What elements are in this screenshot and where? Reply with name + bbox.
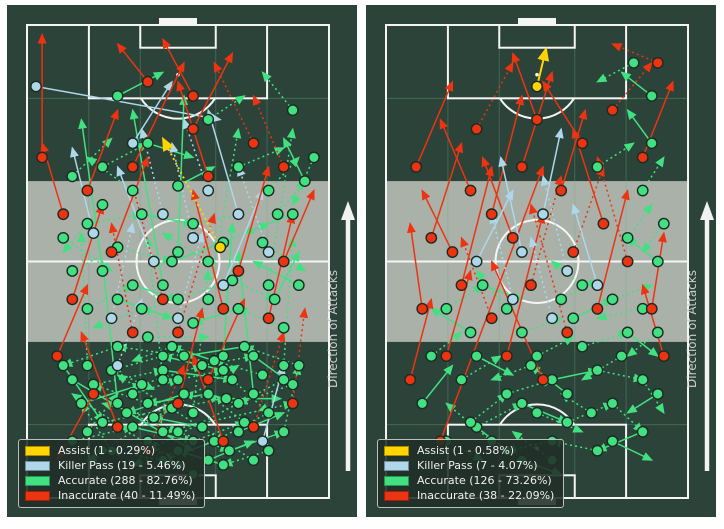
pitch-left-map <box>7 5 357 517</box>
legend-left: Assist (1 - 0.29%) Killer Pass (19 - 5.4… <box>18 439 206 508</box>
killer-pass-swatch-icon <box>384 461 409 471</box>
legend-item-killer-pass: Killer Pass (7 - 4.07%) <box>384 460 554 472</box>
legend-item-accurate: Accurate (288 - 82.76%) <box>25 475 195 487</box>
legend-item-assist: Assist (1 - 0.58%) <box>384 445 554 457</box>
inaccurate-swatch-icon <box>25 491 50 501</box>
assist-swatch-icon <box>384 446 409 456</box>
killer-pass-swatch-icon <box>25 461 50 471</box>
legend-label: Inaccurate (40 - 11.49%) <box>58 489 196 502</box>
legend-label: Killer Pass (7 - 4.07%) <box>417 459 538 472</box>
pass-map-right: Direction of Attacks Assist (1 - 0.58%) … <box>366 5 716 517</box>
pitch-left-svg: Direction of Attacks <box>7 5 357 517</box>
pass-map-figures: Direction of Attacks Assist (1 - 0.29%) … <box>7 5 717 517</box>
pitch-right-map <box>366 5 716 517</box>
legend-label: Assist (1 - 0.29%) <box>58 444 156 457</box>
accurate-swatch-icon <box>25 476 50 486</box>
accurate-swatch-icon <box>384 476 409 486</box>
direction-of-attack-arrowhead-icon <box>700 201 714 220</box>
legend-label: Assist (1 - 0.58%) <box>417 444 515 457</box>
legend-item-inaccurate: Inaccurate (40 - 11.49%) <box>25 490 195 502</box>
legend-right: Assist (1 - 0.58%) Killer Pass (7 - 4.07… <box>377 439 565 508</box>
legend-label: Inaccurate (38 - 22.09%) <box>417 489 555 502</box>
direction-of-attack-label: Direction of Attacks <box>685 270 699 388</box>
legend-item-assist: Assist (1 - 0.29%) <box>25 445 195 457</box>
legend-item-accurate: Accurate (126 - 73.26%) <box>384 475 554 487</box>
legend-label: Killer Pass (19 - 5.46%) <box>58 459 186 472</box>
legend-label: Accurate (126 - 73.26%) <box>417 474 552 487</box>
direction-of-attack-arrowhead-icon <box>341 201 355 220</box>
legend-item-killer-pass: Killer Pass (19 - 5.46%) <box>25 460 195 472</box>
direction-of-attack-label: Direction of Attacks <box>326 270 340 388</box>
inaccurate-swatch-icon <box>384 491 409 501</box>
legend-label: Accurate (288 - 82.76%) <box>58 474 193 487</box>
pitch-right-svg: Direction of Attacks <box>366 5 716 517</box>
pass-map-left: Direction of Attacks Assist (1 - 0.29%) … <box>7 5 357 517</box>
assist-swatch-icon <box>25 446 50 456</box>
legend-item-inaccurate: Inaccurate (38 - 22.09%) <box>384 490 554 502</box>
